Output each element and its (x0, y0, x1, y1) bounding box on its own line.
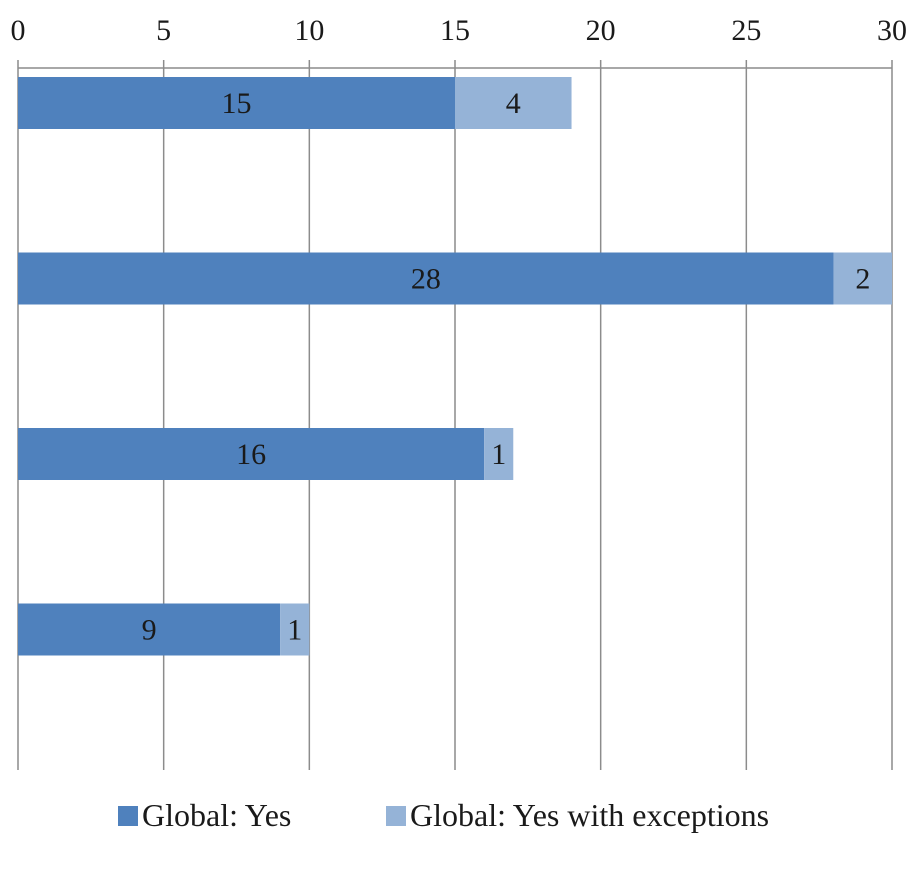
gridlines (17, 60, 893, 770)
bar-series1-cat0 (455, 77, 572, 129)
x-tick-label-10: 10 (294, 14, 324, 47)
data-label-series0-cat0: 15 (222, 87, 252, 120)
bar-series0-cat1 (18, 252, 834, 305)
legend-swatch-1 (386, 806, 406, 826)
bar-series0-cat2 (18, 428, 485, 480)
data-label-series1-cat2: 1 (491, 438, 506, 471)
legend: Global: Yes Global: Yes with exceptions (118, 797, 769, 833)
bars (18, 77, 892, 656)
data-label-series1-cat1: 2 (855, 263, 870, 296)
x-tick-label-30: 30 (877, 14, 907, 47)
legend-swatch-0 (118, 806, 138, 826)
legend-label-1: Global: Yes with exceptions (410, 797, 769, 833)
data-label-series0-cat3: 9 (142, 614, 157, 647)
x-tick-label-20: 20 (586, 14, 616, 47)
data-label-series0-cat2: 16 (236, 438, 266, 471)
bar-series1-cat1 (833, 252, 892, 305)
x-tick-label-5: 5 (156, 14, 171, 47)
data-label-series1-cat3: 1 (287, 614, 302, 647)
bar-series1-cat3 (280, 603, 310, 656)
bar-series1-cat2 (484, 428, 514, 480)
x-tick-label-0: 0 (11, 14, 26, 47)
data-label-series0-cat1: 28 (411, 263, 441, 296)
x-tick-label-25: 25 (731, 14, 761, 47)
data-label-series1-cat0: 4 (506, 87, 521, 120)
bar-series0-cat0 (18, 77, 455, 129)
legend-label-0: Global: Yes (142, 797, 291, 833)
x-tick-label-15: 15 (440, 14, 470, 47)
bar-series0-cat3 (18, 603, 281, 656)
data-labels: 15 4 28 2 16 1 9 1 (142, 87, 871, 647)
x-axis-ticks: 0 5 10 15 20 25 30 (11, 14, 908, 47)
